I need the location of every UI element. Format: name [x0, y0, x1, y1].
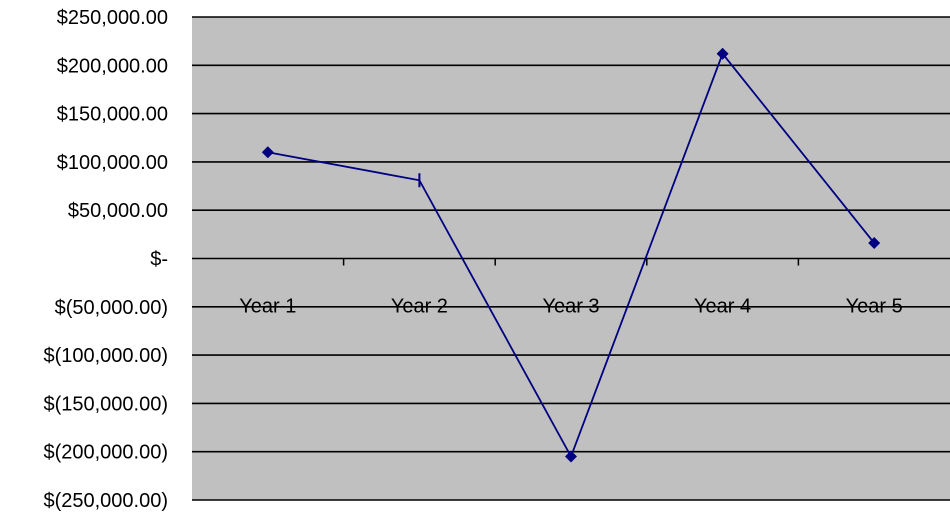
series-group	[261, 47, 881, 463]
y-tick-label: $-	[150, 249, 168, 271]
y-tick-label: $250,000.00	[57, 7, 168, 29]
y-tick-label: $(100,000.00)	[43, 345, 168, 367]
x-tick-label: Year 5	[846, 296, 903, 318]
x-tick-label: Year 1	[239, 296, 296, 318]
x-axis-tick-labels: Year 1 Year 2 Year 3 Year 4 Year 5	[239, 296, 902, 318]
x-tick-label: Year 2	[391, 296, 448, 318]
y-axis-tick-labels: $250,000.00 $200,000.00 $150,000.00 $100,00…	[43, 7, 168, 512]
data-point	[868, 237, 881, 250]
y-tick-label: $150,000.00	[57, 104, 168, 126]
y-tick-label: $(50,000.00)	[55, 297, 168, 319]
y-tick-label: $200,000.00	[57, 55, 168, 77]
y-tick-label: $(200,000.00)	[43, 442, 168, 464]
data-point	[716, 47, 729, 60]
x-tick-label: Year 3	[542, 296, 599, 318]
data-point	[565, 450, 577, 463]
y-tick-label: $100,000.00	[57, 152, 168, 174]
y-tick-label: $50,000.00	[68, 200, 168, 222]
data-point	[261, 146, 274, 159]
x-axis-ticks	[342, 258, 800, 266]
y-tick-label: $(150,000.00)	[43, 393, 168, 415]
y-tick-label: $(250,000.00)	[43, 490, 168, 512]
x-tick-label: Year 4	[694, 296, 751, 318]
